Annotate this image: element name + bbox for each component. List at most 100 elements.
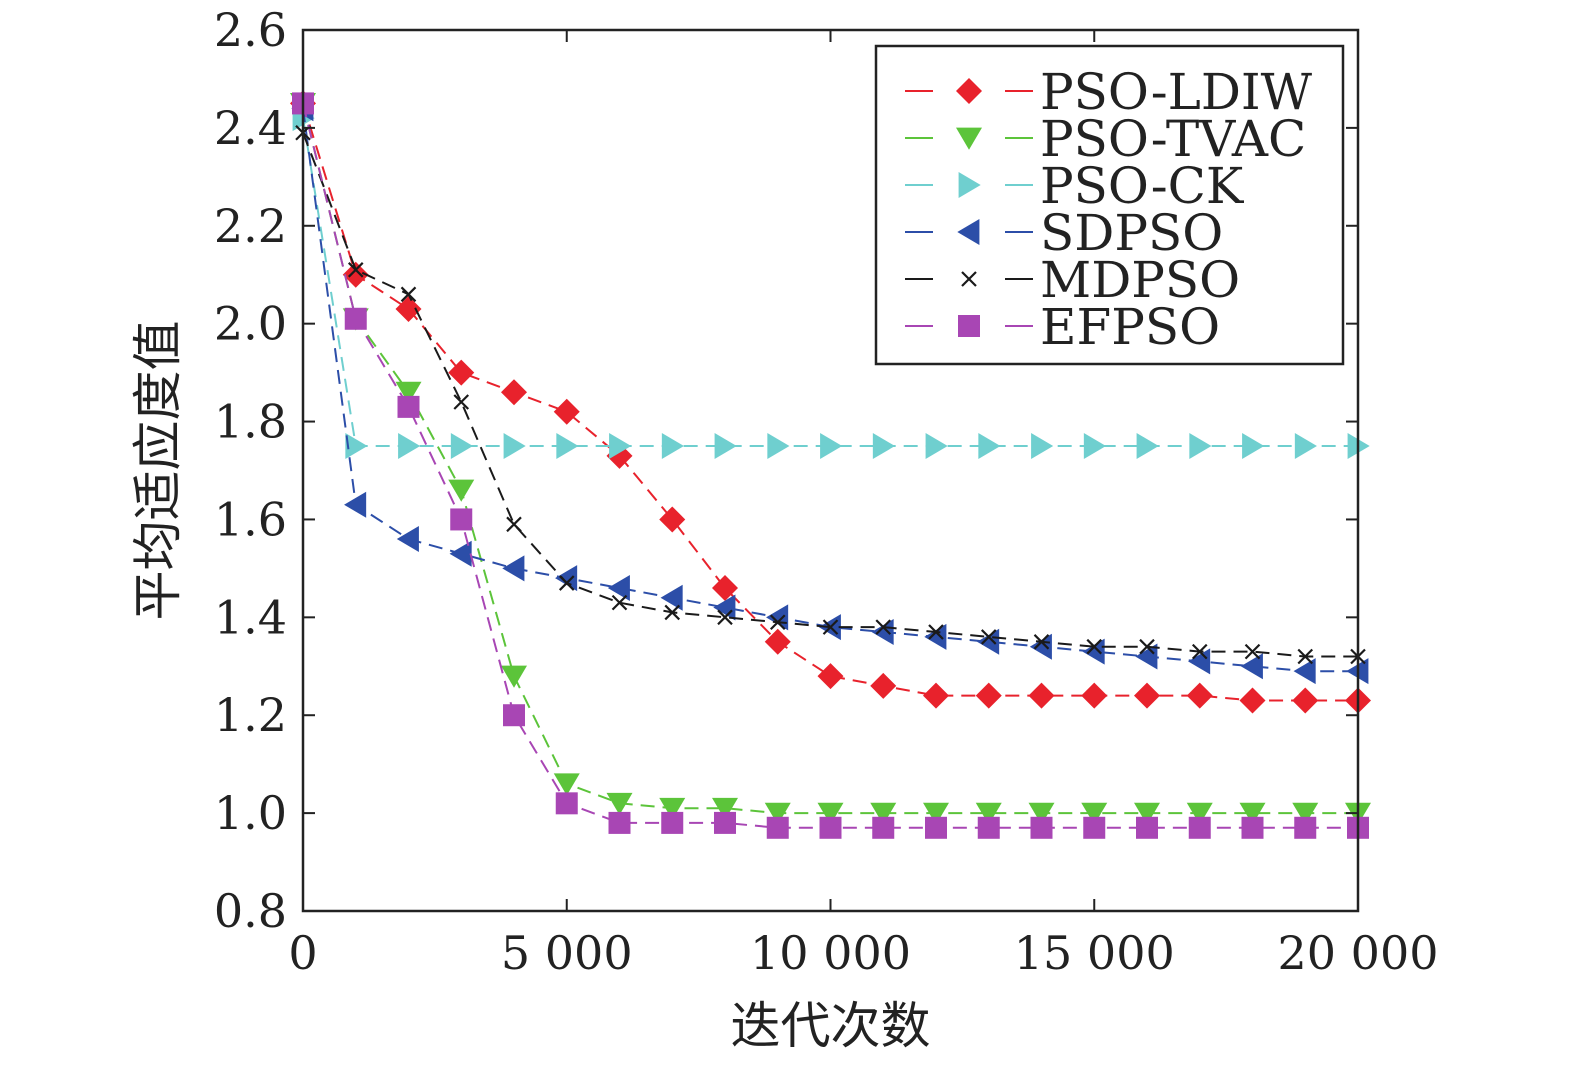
legend-item-pso-tvac: PSO-TVAC — [905, 110, 1306, 168]
data-point-efpso — [1294, 816, 1317, 839]
data-point-mdpso — [928, 624, 944, 640]
data-point-pso-ck — [503, 433, 526, 460]
legend-item-pso-ldiw: PSO-LDIW — [905, 63, 1313, 121]
legend-label: PSO-TVAC — [1040, 110, 1306, 168]
series-pso-ck — [292, 105, 1370, 460]
series-line-pso-ldiw — [302, 103, 1358, 702]
data-point-efpso — [714, 811, 736, 834]
data-point-pso-ldiw — [817, 663, 844, 690]
data-point-pso-tvac — [448, 479, 475, 502]
data-point-pso-ldiw — [553, 398, 580, 425]
data-point-sdpso — [766, 604, 789, 631]
data-point-sdpso — [1029, 633, 1052, 660]
data-point-mdpso — [558, 575, 575, 591]
data-point-mdpso — [875, 619, 892, 635]
data-point-efpso — [1083, 816, 1106, 839]
data-point-mdpso — [611, 594, 628, 611]
data-point-efpso — [661, 811, 684, 834]
y-tick-label: 2.6 — [214, 3, 287, 57]
data-point-sdpso — [555, 565, 578, 592]
data-point-pso-ck — [398, 433, 421, 460]
data-point-sdpso — [713, 594, 736, 621]
legend-label: SDPSO — [1040, 204, 1223, 262]
legend-box — [874, 44, 1345, 366]
data-point-pso-ldiw — [1186, 682, 1213, 709]
y-tick-label: 2.4 — [214, 101, 287, 155]
legend-item-pso-ck: PSO-CK — [905, 157, 1245, 215]
legend-label: PSO-LDIW — [1040, 63, 1313, 121]
data-point-pso-ldiw — [1292, 687, 1319, 714]
data-point-mdpso — [980, 629, 997, 645]
series-line-pso-tvac — [302, 103, 1358, 815]
data-point-pso-ck — [1136, 433, 1159, 460]
legend-item-sdpso: SDPSO — [905, 204, 1223, 262]
legend-label: EFPSO — [1040, 298, 1220, 356]
data-point-sdpso — [1293, 658, 1316, 685]
data-point-pso-ldiw — [712, 574, 738, 601]
y-tick-label: 1.4 — [214, 590, 287, 644]
data-point-sdpso — [344, 491, 367, 518]
data-point-sdpso — [1188, 648, 1211, 675]
data-point-pso-ck — [767, 433, 790, 460]
data-point-sdpso — [1082, 638, 1105, 665]
data-point-pso-ldiw — [1134, 682, 1160, 709]
x-tick-label: 5 000 — [501, 926, 633, 980]
data-point-pso-ldiw — [342, 261, 369, 288]
data-point-pso-tvac — [1239, 802, 1266, 825]
data-point-efpso — [555, 792, 578, 815]
legend-item-efpso: EFPSO — [905, 298, 1220, 356]
data-point-sdpso — [871, 619, 894, 646]
x-tick-label: 0 — [288, 926, 317, 980]
data-point-pso-ldiw — [659, 506, 686, 533]
ticks-layer: 0 5 000 10 000 15 000 20 000 0.8 1.0 1.2 1.4 1.6 1… — [214, 3, 1439, 980]
data-point-pso-tvac — [1292, 802, 1319, 825]
data-point-pso-tvac — [395, 381, 422, 404]
legend-marker-pso-ck — [958, 172, 981, 198]
data-point-pso-ck — [1083, 433, 1106, 460]
y-tick-label: 1.6 — [214, 492, 287, 546]
data-point-pso-ck — [661, 433, 684, 460]
data-point-pso-tvac — [817, 802, 844, 825]
legend-marker-sdpso — [957, 219, 980, 245]
data-point-efpso — [977, 816, 1000, 839]
data-point-pso-ck — [872, 433, 895, 460]
data-point-mdpso — [347, 262, 364, 278]
data-point-sdpso — [924, 623, 947, 650]
data-point-pso-tvac — [501, 665, 527, 688]
data-point-efpso — [1241, 816, 1264, 839]
data-point-pso-ldiw — [1028, 682, 1055, 709]
data-point-mdpso — [400, 286, 417, 303]
data-point-pso-ldiw — [764, 628, 791, 655]
data-point-pso-ck — [925, 433, 948, 460]
data-point-pso-tvac — [1186, 802, 1213, 825]
data-point-mdpso — [664, 604, 681, 621]
data-point-pso-tvac — [1134, 802, 1160, 825]
data-point-sdpso — [1135, 643, 1158, 670]
data-point-pso-tvac — [923, 802, 949, 825]
data-point-mdpso — [1033, 634, 1050, 650]
data-point-pso-ck — [820, 433, 843, 460]
data-point-pso-tvac — [870, 802, 897, 825]
data-point-pso-ldiw — [1239, 687, 1266, 714]
data-point-sdpso — [977, 628, 1000, 655]
data-point-pso-ldiw — [870, 672, 897, 699]
data-point-pso-ldiw — [448, 359, 475, 386]
legend-item-mdpso: MDPSO — [905, 251, 1240, 309]
y-tick-label: 0.8 — [214, 884, 287, 938]
data-point-pso-ck — [1294, 433, 1317, 460]
x-tick-label: 15 000 — [1014, 926, 1175, 980]
data-point-mdpso — [1297, 648, 1314, 665]
data-point-pso-ldiw — [395, 295, 422, 322]
data-point-mdpso — [1086, 638, 1103, 655]
data-point-pso-ck — [1031, 433, 1054, 460]
data-point-efpso — [1030, 816, 1053, 839]
y-axis-title: 平均适应度值 — [129, 321, 187, 621]
y-tick-label: 2.2 — [214, 199, 287, 253]
data-point-mdpso — [1139, 638, 1155, 655]
data-point-pso-ldiw — [501, 379, 527, 406]
series-mdpso — [295, 125, 1366, 665]
legend-label: MDPSO — [1040, 251, 1240, 309]
data-point-sdpso — [607, 574, 630, 601]
